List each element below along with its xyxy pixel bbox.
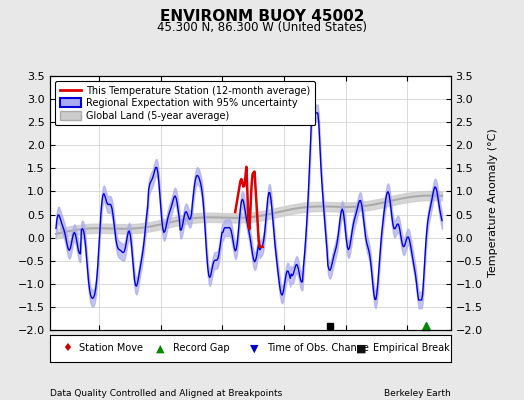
Text: 45.300 N, 86.300 W (United States): 45.300 N, 86.300 W (United States) xyxy=(157,21,367,34)
Legend: This Temperature Station (12-month average), Regional Expectation with 95% uncer: This Temperature Station (12-month avera… xyxy=(54,81,315,126)
Text: Data Quality Controlled and Aligned at Breakpoints: Data Quality Controlled and Aligned at B… xyxy=(50,389,282,398)
Text: ▲: ▲ xyxy=(156,343,165,354)
Y-axis label: Temperature Anomaly (°C): Temperature Anomaly (°C) xyxy=(488,129,498,277)
Text: ■: ■ xyxy=(356,343,367,354)
Text: Station Move: Station Move xyxy=(79,343,143,354)
Text: ENVIRONM BUOY 45002: ENVIRONM BUOY 45002 xyxy=(160,9,364,24)
Text: Berkeley Earth: Berkeley Earth xyxy=(384,389,451,398)
Text: ♦: ♦ xyxy=(62,343,72,354)
Text: Record Gap: Record Gap xyxy=(173,343,230,354)
Text: Time of Obs. Change: Time of Obs. Change xyxy=(267,343,369,354)
Text: Empirical Break: Empirical Break xyxy=(373,343,450,354)
Text: ▼: ▼ xyxy=(250,343,259,354)
